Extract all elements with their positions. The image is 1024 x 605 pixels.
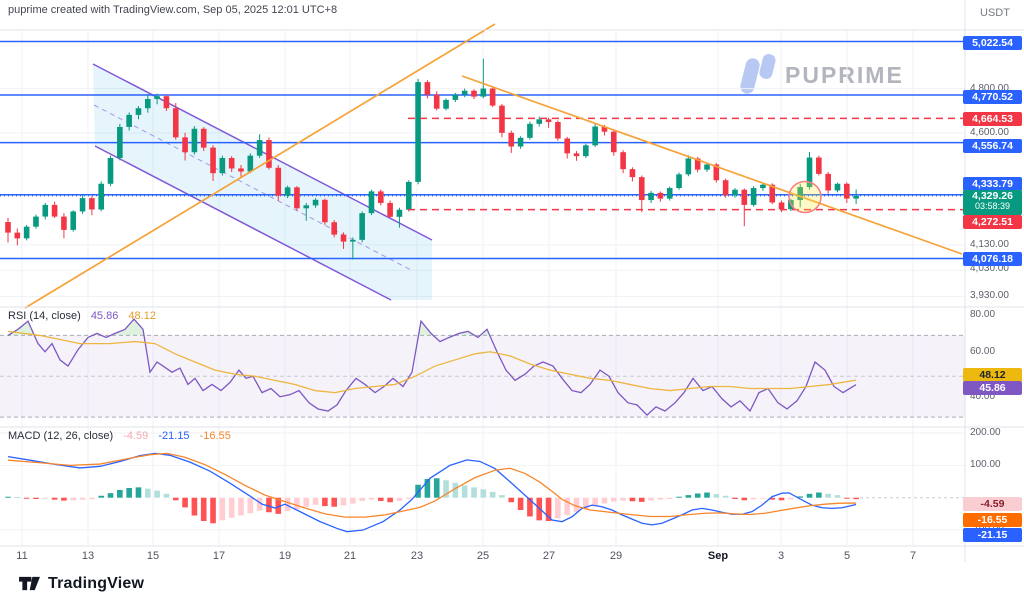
axis-price-pill: 48.12 <box>963 367 1022 382</box>
axis-price-pill: 4,556.74 <box>963 138 1022 153</box>
axis-price-pill: 4,333.79 <box>963 176 1022 191</box>
page-title: puprime created with TradingView.com, Se… <box>8 4 338 16</box>
time-axis-label: 11 <box>16 550 28 562</box>
time-axis-label: 21 <box>343 550 357 562</box>
rsi-line <box>7 318 857 416</box>
axis-price-pill: 4,664.53 <box>963 112 1022 126</box>
rsi-legend-label: RSI (14, close) <box>8 310 81 322</box>
candles-layer <box>5 58 859 260</box>
price-axis-label: 100.00 <box>970 459 1001 470</box>
rsi-legend[interactable]: RSI (14, close) 45.86 48.12 <box>8 310 156 322</box>
macd-legend[interactable]: MACD (12, 26, close) -4.59 -21.15 -16.55 <box>8 430 231 442</box>
rsi-band <box>0 335 965 418</box>
macd-histogram <box>5 478 859 524</box>
rsi-ma-line <box>7 330 857 394</box>
axis-price-pill: 4,076.18 <box>963 252 1022 266</box>
price-axis-label: 40.00 <box>970 391 996 402</box>
time-axis-label: 25 <box>476 550 490 562</box>
tradingview-logo-icon <box>19 576 40 591</box>
puprime-watermark: PUPRIME <box>735 52 995 98</box>
macd-signal-line <box>7 452 857 518</box>
time-axis-label: 23 <box>410 550 424 562</box>
price-axis-label: 3,930.00 <box>970 290 1009 302</box>
tradingview-text: TradingView <box>48 574 145 592</box>
price-axis-label: 200.00 <box>970 427 1001 438</box>
axis-price-pill: 5,022.54 <box>963 35 1022 50</box>
time-axis-label: 17 <box>212 550 226 562</box>
time-axis-label: 3 <box>777 550 785 562</box>
price-axis-label: 4,030.00 <box>970 262 1009 274</box>
axis-price-pill: -4.59 <box>963 496 1022 511</box>
watermark-text: PUPRIME <box>785 62 904 88</box>
macd-hist-value: -4.59 <box>123 430 149 442</box>
price-axis-label: 4,130.00 <box>970 238 1009 250</box>
price-axis-label: 80.00 <box>970 309 996 320</box>
macd-signal-value: -16.55 <box>199 430 231 442</box>
price-axis-label: 4,800.00 <box>970 82 1009 94</box>
time-axis-label: Sep <box>707 550 729 562</box>
channel-upper-line <box>92 63 433 241</box>
current-price-pill: 4,329.26 03:58:39 <box>963 189 1022 215</box>
axis-price-pill: 45.86 <box>963 381 1022 395</box>
ascending-support-trendline <box>24 23 496 309</box>
macd-line <box>7 452 857 533</box>
price-axis-unit: USDT <box>980 7 1010 19</box>
highlight-circle <box>788 180 822 214</box>
rsi-value: 45.86 <box>90 310 119 322</box>
time-axis-label: 27 <box>542 550 556 562</box>
rsi-ma-value: 48.12 <box>128 310 156 322</box>
channel-lower-line <box>94 145 392 301</box>
macd-legend-label: MACD (12, 26, close) <box>8 430 114 442</box>
time-axis-label: 7 <box>909 550 917 562</box>
axis-price-pill: -16.55 <box>963 512 1022 527</box>
time-axis-label: 29 <box>609 550 623 562</box>
time-axis-label: 13 <box>81 550 95 562</box>
price-axis-label: 60.00 <box>970 346 996 357</box>
axis-price-pill: -21.15 <box>963 527 1022 542</box>
channel-fill <box>93 64 432 300</box>
axis-price-pill: 4,272.51 <box>963 214 1022 229</box>
axis-price-pill: 4,770.52 <box>963 89 1022 104</box>
time-axis-label: 19 <box>278 550 292 562</box>
channel-mid-line <box>93 104 412 271</box>
descending-resistance-trendline <box>461 75 963 255</box>
tradingview-attribution[interactable]: TradingView <box>18 574 144 593</box>
price-axis-label: 4,600.00 <box>970 126 1009 138</box>
time-axis-label: 15 <box>146 550 160 562</box>
time-axis-label: 5 <box>843 550 851 562</box>
macd-line-value: -21.15 <box>158 430 190 442</box>
